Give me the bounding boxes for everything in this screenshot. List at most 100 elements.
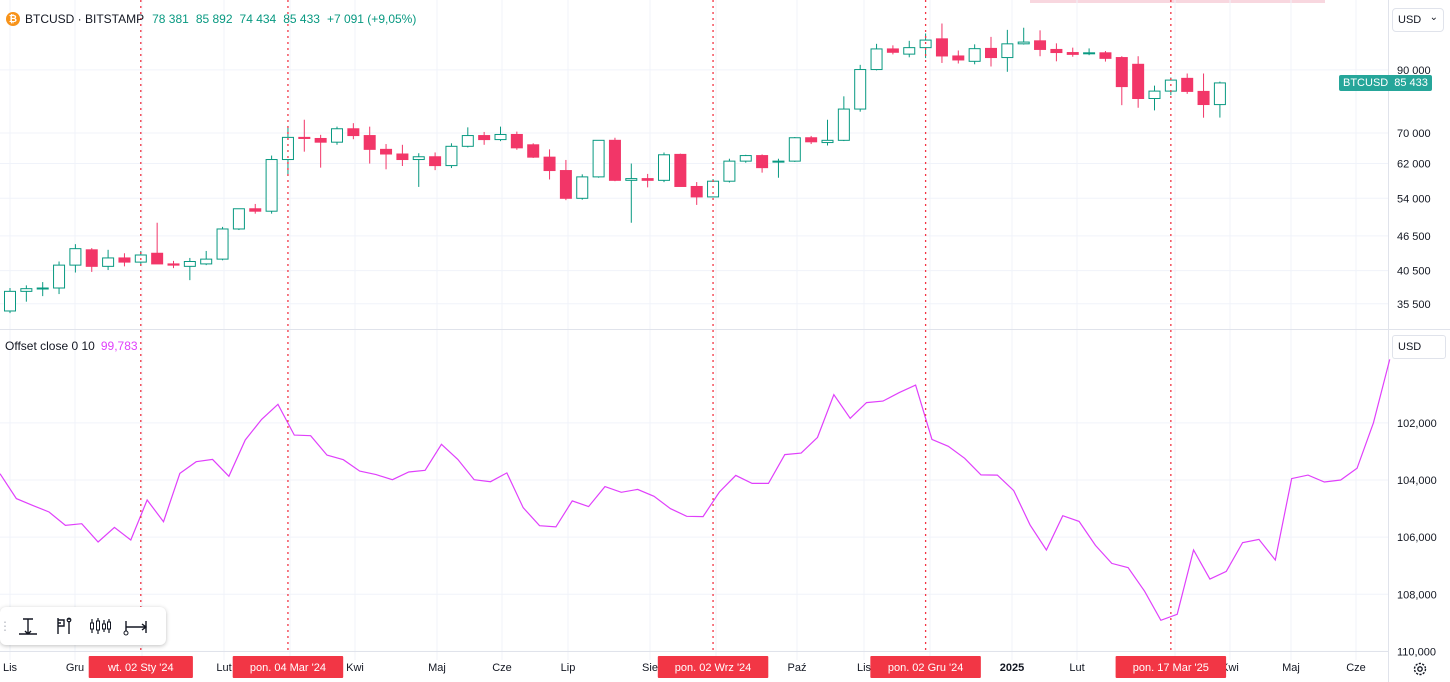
floating-toolbar: ⋮ (0, 607, 166, 645)
candle-body-10 (167, 263, 180, 266)
candle-body-59 (968, 48, 981, 62)
candle-body-51 (837, 108, 850, 141)
candle-body-44 (723, 160, 736, 182)
indicator-tick-label-3: 108,000 (1397, 589, 1437, 601)
candle-body-66 (1083, 52, 1096, 55)
date-marker-badge-4 (1115, 656, 1227, 678)
candle-body-45 (739, 155, 752, 162)
candles (4, 23, 1226, 314)
candle-body-65 (1066, 52, 1079, 55)
candle-body-34 (559, 170, 572, 199)
time-tick-label-15: Lut (1069, 662, 1084, 674)
candle-body-2 (36, 287, 49, 290)
symbol-label[interactable]: BTCUSD · BITSTAMP (25, 12, 145, 26)
currency-select-top[interactable]: USD ⌄ (1392, 8, 1444, 32)
candle-body-20 (331, 128, 343, 143)
candle-body-15 (249, 208, 262, 212)
candle-body-28 (461, 135, 474, 147)
last-price-label: BTCUSD 85 433 (1339, 74, 1432, 91)
candle-body-60 (985, 47, 997, 59)
candle-body-69 (1132, 63, 1145, 100)
candle-body-5 (85, 249, 98, 267)
candle-body-61 (1001, 43, 1014, 59)
candle-body-31 (510, 133, 523, 149)
series-line-offset-close (0, 359, 1391, 622)
candle-body-49 (805, 137, 818, 143)
date-markers (140, 0, 1172, 651)
candle-body-12 (200, 258, 213, 265)
price-tick-label-5: 70 000 (1397, 128, 1431, 140)
candle-body-26 (429, 156, 442, 167)
price-tick-label-3: 54 000 (1397, 193, 1431, 205)
candle-body-19 (314, 137, 327, 143)
currency-select-bottom[interactable]: USD (1392, 335, 1446, 359)
candle-body-37 (608, 139, 621, 181)
drag-handle-icon[interactable]: ⋮ (0, 619, 11, 633)
date-range-icon[interactable] (118, 608, 154, 644)
indicator-tick-label-4: 110,000 (1397, 646, 1436, 658)
candle-body-42 (690, 185, 703, 198)
candle-body-16 (265, 159, 278, 212)
price-tick-label-1: 40 500 (1397, 266, 1431, 278)
candle-body-58 (952, 55, 965, 61)
main-legend: ₿ BTCUSD · BITSTAMP 78 381 85 892 74 434… (6, 10, 423, 28)
candle-body-55 (903, 47, 916, 55)
candle-body-39 (641, 178, 654, 181)
time-tick-label-11: Paź (788, 662, 807, 674)
candle-body-9 (151, 252, 164, 265)
date-marker-label-1: pon. 04 Mar '24 (250, 662, 326, 674)
candle-body-46 (756, 155, 769, 169)
date-marker-badge-2 (657, 656, 769, 678)
goto-date-icon[interactable] (10, 608, 46, 644)
candle-body-64 (1050, 48, 1063, 54)
candle-body-23 (380, 148, 393, 155)
top-highlight-strip (1030, 0, 1325, 3)
candle-body-38 (625, 178, 638, 181)
time-tick-label-12: Lis (857, 662, 872, 674)
candle-body-25 (412, 156, 425, 161)
indicator-legend: Offset close 0 10 99,783 (5, 339, 138, 353)
indicator-name[interactable]: Offset close 0 10 (5, 339, 95, 353)
candle-body-1 (20, 288, 33, 292)
candles-icon[interactable] (82, 608, 118, 644)
date-marker-label-2: pon. 02 Wrz '24 (675, 662, 752, 674)
currency-label-bottom: USD (1398, 341, 1422, 353)
date-marker-badge-0 (88, 656, 193, 678)
time-tick-label-1: Gru (66, 662, 84, 674)
candle-body-3 (53, 264, 66, 289)
indicator-tick-label-2: 106,000 (1397, 532, 1437, 544)
candle-body-14 (232, 208, 245, 230)
candle-body-27 (445, 145, 458, 167)
candle-body-33 (543, 156, 556, 172)
candle-body-52 (854, 69, 867, 110)
price-tick-label-2: 46 500 (1397, 231, 1431, 243)
candle-body-57 (935, 38, 948, 57)
candle-body-43 (707, 180, 720, 198)
pill-value: 85 433 (1394, 76, 1428, 89)
candle-body-21 (347, 128, 360, 137)
price-tick-label-4: 62 000 (1397, 159, 1431, 171)
time-tick-label-0: Lis (3, 662, 18, 674)
candle-body-73 (1197, 90, 1210, 106)
offset-close-line (0, 359, 1391, 622)
time-tick-label-14: 2025 (1000, 662, 1024, 674)
open-value: 78 381 (152, 12, 189, 26)
axes: 35 500 40 500 46 500 54 000 62 000 70 000 90 0… (3, 65, 1437, 678)
time-tick-label-8: Lip (561, 662, 576, 674)
candle-body-22 (363, 135, 376, 150)
price-tick-label-6: 90 000 (1397, 65, 1431, 77)
date-marker-badge-1 (232, 656, 344, 678)
date-marker-label-4: pon. 17 Mar '25 (1133, 662, 1209, 674)
close-value: 85 433 (283, 12, 320, 26)
indicator-value: 99,783 (100, 339, 138, 353)
candle-body-13 (216, 228, 229, 260)
candle-body-40 (658, 154, 670, 181)
bar-replay-icon[interactable] (46, 608, 82, 644)
time-tick-label-19: Cze (1346, 662, 1366, 674)
gear-icon[interactable] (1411, 660, 1429, 678)
price-tick-label-0: 35 500 (1397, 299, 1431, 311)
candle-body-72 (1181, 77, 1194, 92)
candle-body-11 (183, 261, 196, 267)
